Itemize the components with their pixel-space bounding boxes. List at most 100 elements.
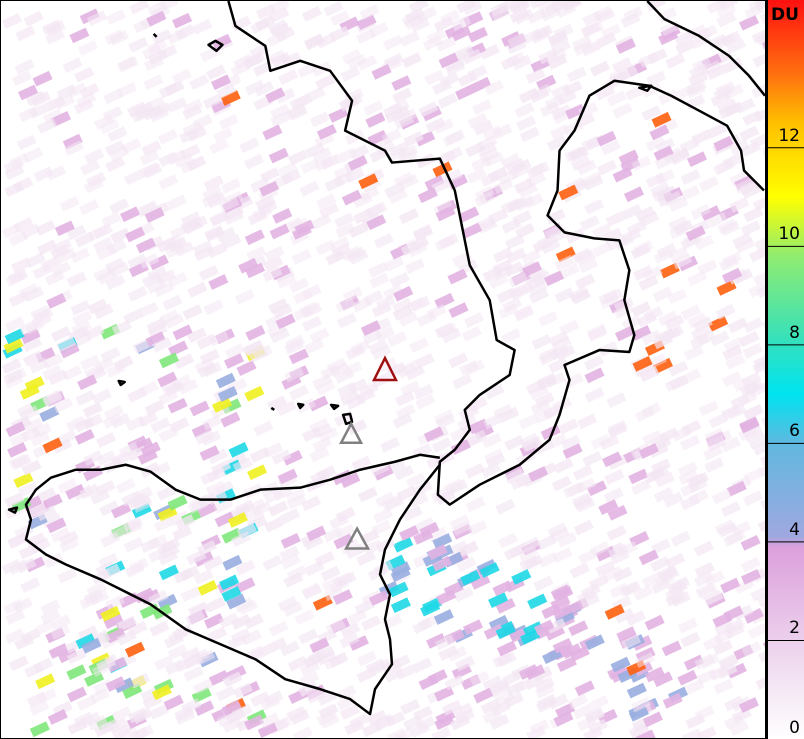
so2-pixel (726, 480, 747, 497)
so2-pixel (223, 209, 244, 225)
so2-pixel (241, 629, 262, 646)
so2-pixel (591, 223, 612, 239)
so2-pixel (663, 491, 684, 508)
so2-pixel (397, 108, 418, 125)
so2-pixel (222, 671, 243, 688)
so2-pixel (739, 417, 760, 434)
so2-pixel (450, 714, 471, 731)
so2-pixel (326, 357, 347, 374)
so2-pixel (708, 315, 729, 332)
so2-pixel (664, 375, 685, 392)
so2-pixel (280, 508, 301, 524)
so2-pixel (398, 208, 419, 225)
so2-pixel (537, 693, 558, 710)
so2-pixel (193, 240, 214, 256)
so2-pixel (519, 432, 540, 449)
so2-pixel (595, 545, 616, 562)
so2-pixel (22, 350, 44, 367)
so2-pixel (222, 554, 243, 571)
so2-pixel (42, 389, 63, 406)
so2-pixel (4, 164, 25, 181)
so2-pixel (148, 254, 169, 271)
so2-pixel (269, 1, 290, 14)
volcano-marker-vulcano[interactable] (339, 421, 364, 445)
so2-pixel (105, 257, 126, 274)
so2-pixel (156, 539, 177, 556)
so2-pixel (306, 687, 327, 704)
so2-pixel (100, 347, 121, 363)
so2-pixel (508, 271, 529, 288)
so2-pixel (555, 702, 576, 719)
so2-pixel (259, 167, 281, 183)
so2-pixel (653, 145, 674, 162)
so2-pixel (712, 639, 733, 656)
so2-pixel (435, 205, 456, 222)
so2-pixel (636, 311, 657, 328)
so2-pixel (254, 80, 275, 97)
so2-pixel (521, 261, 542, 277)
so2-pixel (47, 709, 68, 725)
so2-pixel (430, 487, 452, 503)
so2-pixel (400, 380, 421, 397)
so2-pixel (158, 564, 179, 581)
so2-pixel (454, 44, 475, 61)
so2-pixel (202, 361, 223, 378)
so2-pixel (5, 421, 26, 438)
colorbar-tick-label: 4 (789, 519, 800, 540)
so2-pixel (245, 262, 266, 279)
so2-pixel (276, 400, 297, 417)
so2-pixel (458, 404, 479, 421)
so2-pixel (584, 706, 605, 723)
so2-pixel (44, 269, 65, 286)
so2-pixel (339, 704, 360, 720)
so2-pixel (695, 582, 716, 598)
so2-pixel (453, 586, 474, 603)
so2-pixel (174, 241, 195, 258)
so2-pixel (172, 12, 193, 29)
so2-pixel (382, 34, 403, 51)
so2-pixel (701, 60, 722, 76)
so2-pixel (734, 174, 755, 191)
so2-pixel (397, 363, 418, 379)
so2-pixel (690, 324, 711, 341)
so2-pixel (409, 722, 431, 738)
so2-pixel (270, 103, 291, 120)
so2-pixel (222, 197, 243, 213)
colorbar-gradient (768, 0, 804, 739)
so2-pixel (211, 397, 233, 413)
so2-pixel (210, 74, 232, 91)
island (638, 84, 653, 93)
so2-pixel (325, 618, 346, 635)
so2-pixel (94, 721, 115, 738)
so2-pixel (686, 23, 707, 40)
volcano-marker-stromboli[interactable] (372, 355, 398, 382)
so2-pixel (110, 412, 131, 429)
so2-pixel (139, 149, 160, 166)
so2-pixel (740, 568, 761, 585)
so2-pixel (635, 729, 656, 738)
so2-pixel (741, 641, 762, 658)
so2-pixel (91, 388, 112, 405)
so2-pixel (559, 263, 580, 279)
so2-pixel (497, 532, 519, 549)
so2-pixel (480, 698, 501, 715)
volcano-marker-etna[interactable] (343, 525, 371, 550)
so2-pixel (373, 232, 394, 249)
so2-pixel (391, 75, 412, 91)
so2-pixel (340, 65, 361, 82)
so2-pixel-field (1, 1, 765, 738)
so2-pixel (752, 270, 765, 286)
so2-pixel (550, 39, 571, 56)
so2-pixel (278, 69, 299, 85)
so2-pixel (301, 284, 322, 300)
so2-pixel (452, 373, 473, 390)
so2-pixel (400, 699, 421, 715)
so2-pixel (138, 200, 159, 216)
so2-pixel (276, 272, 297, 289)
so2-pixel (245, 325, 266, 341)
so2-pixel (757, 516, 765, 532)
so2-pixel (368, 338, 389, 355)
so2-pixel (483, 623, 504, 640)
so2-pixel (235, 559, 256, 576)
so2-pixel (424, 69, 445, 86)
